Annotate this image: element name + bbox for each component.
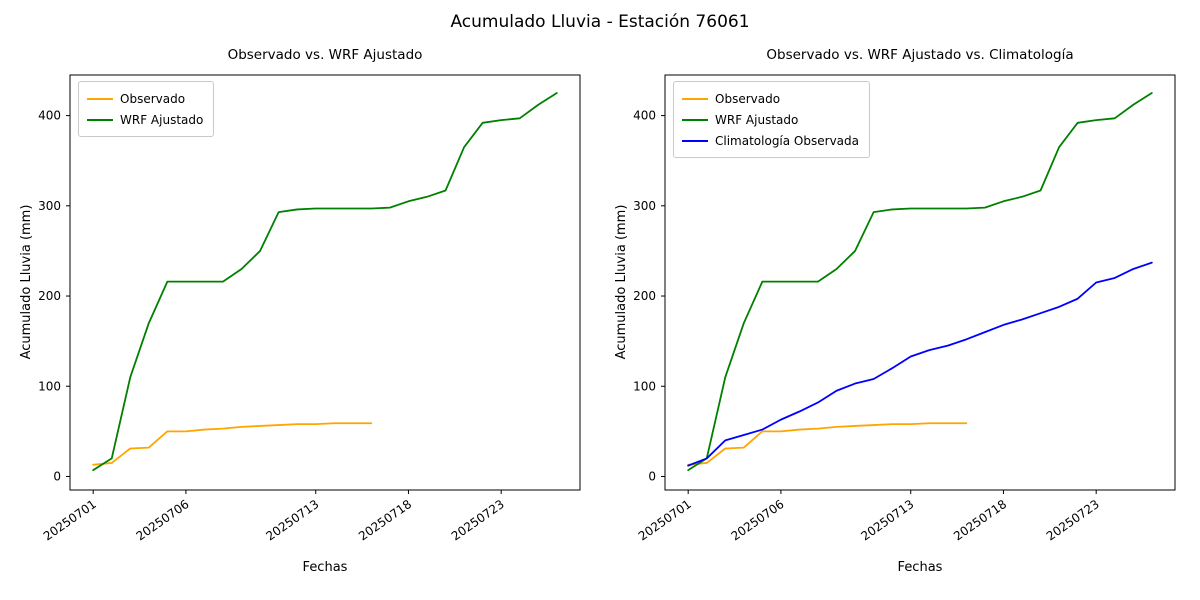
svg-text:20250723: 20250723 xyxy=(1044,497,1102,544)
svg-text:200: 200 xyxy=(38,289,61,303)
svg-text:20250718: 20250718 xyxy=(356,497,414,544)
svg-text:100: 100 xyxy=(633,379,656,393)
legend-entry-climatologia: Climatología Observada xyxy=(682,130,859,151)
right-x-axis-label: Fechas xyxy=(897,560,943,575)
wrf-ajustado-line-swatch xyxy=(87,118,113,121)
right-plot-area: 0 100 200 300 400 20250701 20250706 20250713 202… xyxy=(633,74,1176,544)
svg-text:20250723: 20250723 xyxy=(449,497,507,544)
climatologia-line-swatch xyxy=(682,139,708,142)
wrf-ajustado-line-swatch xyxy=(682,118,708,121)
legend-label: WRF Ajustado xyxy=(715,112,799,127)
svg-text:20250706: 20250706 xyxy=(729,497,787,544)
svg-text:20250713: 20250713 xyxy=(858,497,916,544)
svg-text:20250713: 20250713 xyxy=(263,497,321,544)
legend-entry-observado: Observado xyxy=(87,88,203,109)
figure-title: Acumulado Lluvia - Estación 76061 xyxy=(450,12,750,32)
svg-text:400: 400 xyxy=(38,109,61,123)
left-plot-area: 0 100 200 300 400 20250701 20250706 20250713 202… xyxy=(38,74,581,544)
legend-label: Observado xyxy=(715,91,781,106)
legend-label: WRF Ajustado xyxy=(120,112,204,127)
legend-label: Observado xyxy=(120,91,186,106)
left-x-axis-label: Fechas xyxy=(302,560,348,575)
svg-text:200: 200 xyxy=(633,289,656,303)
svg-text:20250701: 20250701 xyxy=(636,497,694,544)
svg-text:0: 0 xyxy=(53,469,61,483)
svg-text:300: 300 xyxy=(633,199,656,213)
observado-line-swatch xyxy=(87,97,113,100)
legend-entry-observado: Observado xyxy=(682,88,859,109)
right-legend: Observado WRF Ajustado Climatología Obse… xyxy=(673,81,870,158)
left-subplot-title: Observado vs. WRF Ajustado xyxy=(227,47,423,63)
legend-entry-wrf-ajustado: WRF Ajustado xyxy=(682,109,859,130)
svg-text:0: 0 xyxy=(648,469,656,483)
observado-line-swatch xyxy=(682,97,708,100)
svg-text:400: 400 xyxy=(633,109,656,123)
svg-text:100: 100 xyxy=(38,379,61,393)
svg-text:20250718: 20250718 xyxy=(951,497,1009,544)
right-subplot-title: Observado vs. WRF Ajustado vs. Climatolo… xyxy=(766,47,1074,63)
svg-text:20250706: 20250706 xyxy=(134,497,192,544)
svg-text:20250701: 20250701 xyxy=(41,497,99,544)
svg-text:300: 300 xyxy=(38,199,61,213)
legend-entry-wrf-ajustado: WRF Ajustado xyxy=(87,109,203,130)
left-legend: Observado WRF Ajustado xyxy=(78,81,215,137)
legend-label: Climatología Observada xyxy=(715,133,859,148)
